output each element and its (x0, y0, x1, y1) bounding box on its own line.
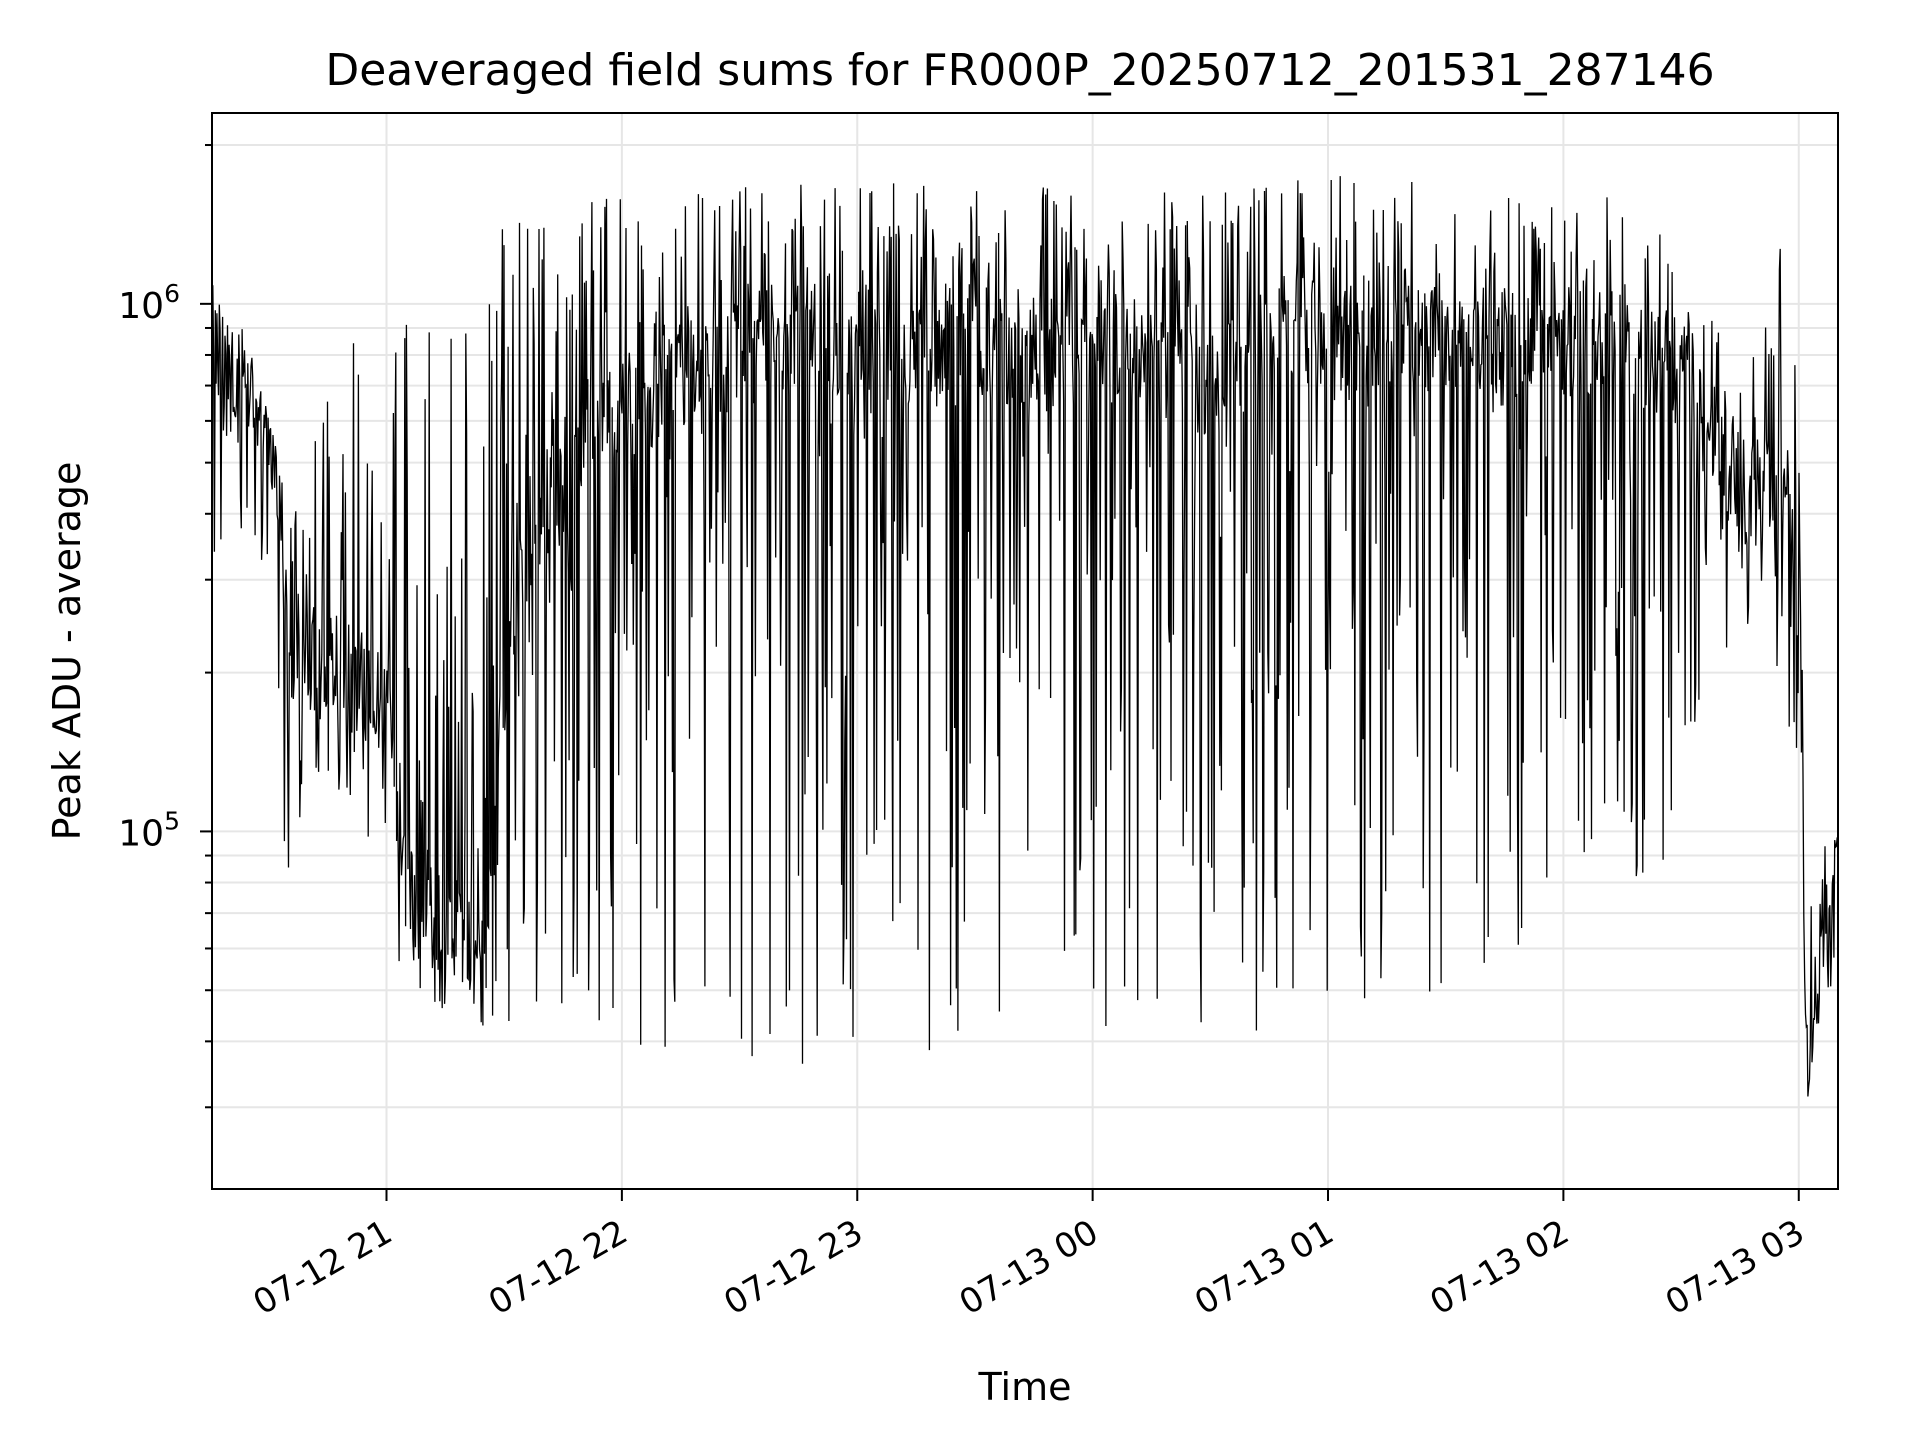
chart-title: Deaveraged field sums for FR000P_2025071… (325, 45, 1714, 96)
plot-frame (211, 112, 1839, 1190)
series-line (211, 176, 1839, 1097)
y-tick-exponent: 5 (164, 806, 180, 835)
y-tick-label: 105 (118, 806, 180, 854)
y-axis-label: Peak ADU - average (45, 462, 89, 841)
y-tick-base: 10 (118, 813, 164, 854)
series-layer (211, 176, 1839, 1097)
y-tick-label: 106 (118, 279, 180, 327)
x-axis-label: Time (978, 1365, 1072, 1409)
y-tick-base: 10 (118, 286, 164, 327)
y-tick-exponent: 6 (164, 279, 180, 308)
